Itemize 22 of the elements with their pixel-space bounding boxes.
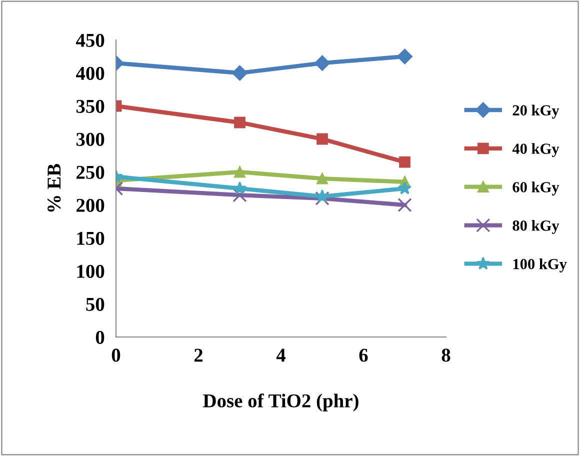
y-tick-label: 450 (76, 34, 104, 47)
legend-label: 80 kGy (512, 220, 560, 234)
legend-label: 100 kGy (513, 258, 567, 272)
y-tick-label: 0 (96, 330, 104, 344)
legend-label: 60 kGy (512, 182, 560, 196)
x-tick-label: 0 (112, 348, 120, 362)
legend-label: 20 kGy (512, 104, 560, 119)
y-tick-label: 200 (76, 198, 104, 212)
y-tick-label: 150 (77, 232, 104, 245)
y-tick-label: 350 (76, 100, 104, 113)
x-tick-label: 8 (442, 348, 450, 362)
y-tick-label: 400 (76, 66, 104, 80)
y-tick-label: 50 (86, 298, 104, 311)
y-tick-label: 250 (76, 166, 104, 179)
x-axis-title: Dose of TiO2 (phr) (203, 394, 358, 412)
y-tick-label: 100 (77, 264, 104, 278)
y-axis-title: % EB (48, 164, 61, 212)
x-tick-label: 6 (359, 348, 368, 362)
legend-label: 40 kGy (512, 143, 560, 158)
x-tick-label: 2 (194, 348, 203, 362)
y-tick-label: 300 (76, 132, 104, 146)
x-tick-label: 4 (276, 348, 286, 362)
